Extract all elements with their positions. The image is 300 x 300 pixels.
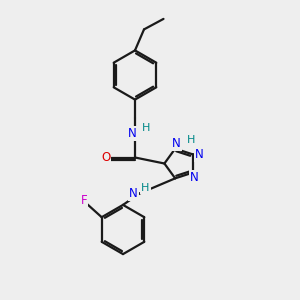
Text: N: N [172,137,181,150]
Text: N: N [195,148,204,161]
Text: F: F [80,194,87,207]
Text: N: N [128,127,137,140]
Text: H: H [141,183,150,193]
Text: N: N [190,171,199,184]
Text: H: H [187,135,195,145]
Text: N: N [129,187,138,200]
Text: H: H [142,123,151,133]
Text: O: O [101,151,110,164]
